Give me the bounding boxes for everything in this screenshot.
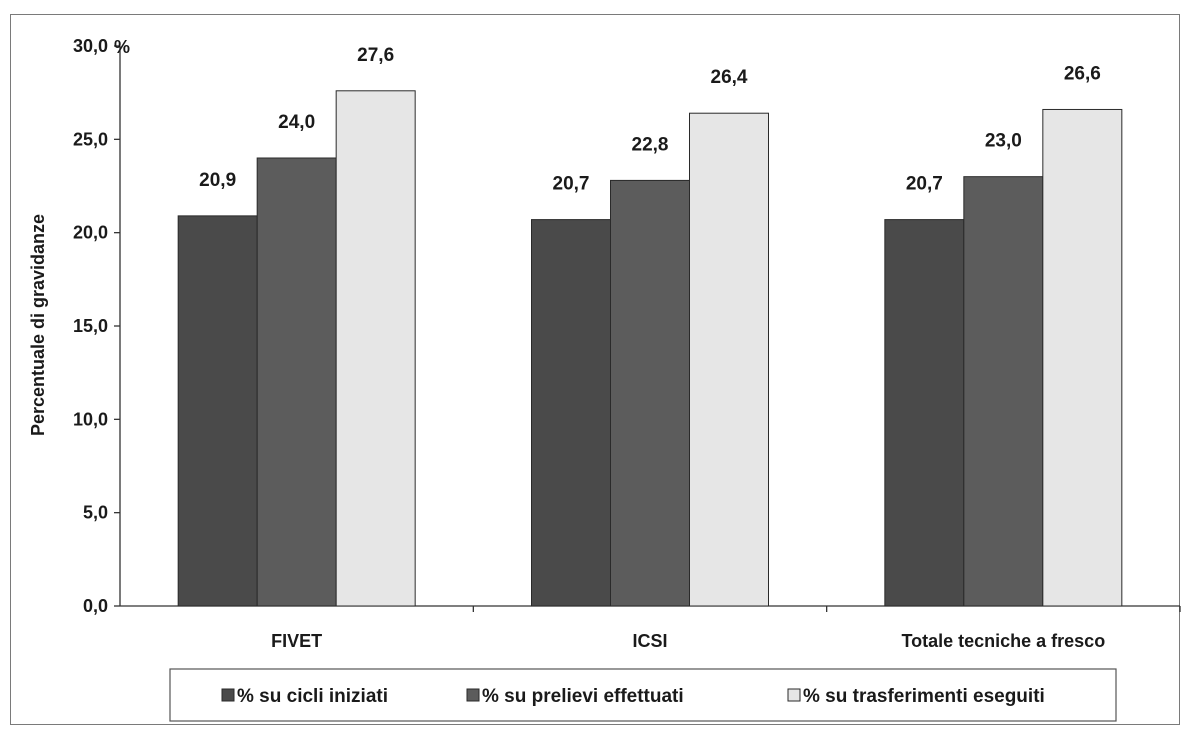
bar	[1042, 108, 1123, 607]
legend-entry-label: % su prelievi effettuati	[482, 686, 684, 707]
data-label: 20,7	[906, 174, 943, 195]
y-tick-label: 15,0	[73, 316, 108, 336]
bars-group	[177, 90, 1123, 607]
data-label: 20,7	[553, 174, 590, 195]
bar	[531, 219, 611, 607]
legend-swatch	[787, 688, 801, 702]
data-label: 26,6	[1064, 63, 1101, 84]
data-label: 20,9	[199, 170, 236, 191]
data-label: 22,8	[632, 134, 669, 155]
y-axis: 0,0 5,0 10,0 15,0 20,0 25,0 30,0	[73, 36, 121, 616]
legend-box	[169, 668, 1117, 722]
y-tick-label: 30,0	[73, 36, 108, 56]
y-tick-label: 5,0	[83, 503, 108, 523]
bar	[963, 176, 1044, 607]
x-tick-label: Totale tecniche a fresco	[901, 631, 1105, 651]
y-tick-label: 0,0	[83, 596, 108, 616]
legend-swatch	[221, 688, 235, 702]
data-label: 24,0	[278, 112, 315, 133]
bar	[610, 179, 690, 607]
y-axis-label: Percentuale di gravidanze	[28, 214, 48, 436]
x-tick-label: FIVET	[271, 631, 322, 651]
y-tick-label: 25,0	[73, 129, 108, 149]
bar	[335, 90, 416, 607]
bar	[256, 157, 337, 607]
bar	[884, 219, 965, 607]
y-tick-label: 20,0	[73, 223, 108, 243]
legend-swatch	[466, 688, 480, 702]
x-tick-label: ICSI	[632, 631, 667, 651]
data-label: 27,6	[357, 45, 394, 66]
data-label: 26,4	[711, 67, 748, 88]
data-labels-group: 20,9 24,0 27,6 20,7 22,8 26,4 20,7 23,0 26,6	[199, 45, 1101, 195]
data-label: 23,0	[985, 131, 1022, 152]
legend-entry-label: % su cicli iniziati	[237, 686, 388, 707]
y-tick-label: 10,0	[73, 409, 108, 429]
bar	[177, 215, 258, 607]
legend-entry-label: % su trasferimenti eseguiti	[803, 686, 1045, 707]
legend: % su cicli iniziati % su prelievi effettu…	[169, 668, 1117, 722]
y-axis-unit: %	[114, 37, 130, 57]
x-axis: FIVET ICSI Totale tecniche a fresco	[120, 605, 1181, 651]
bar	[689, 112, 769, 607]
